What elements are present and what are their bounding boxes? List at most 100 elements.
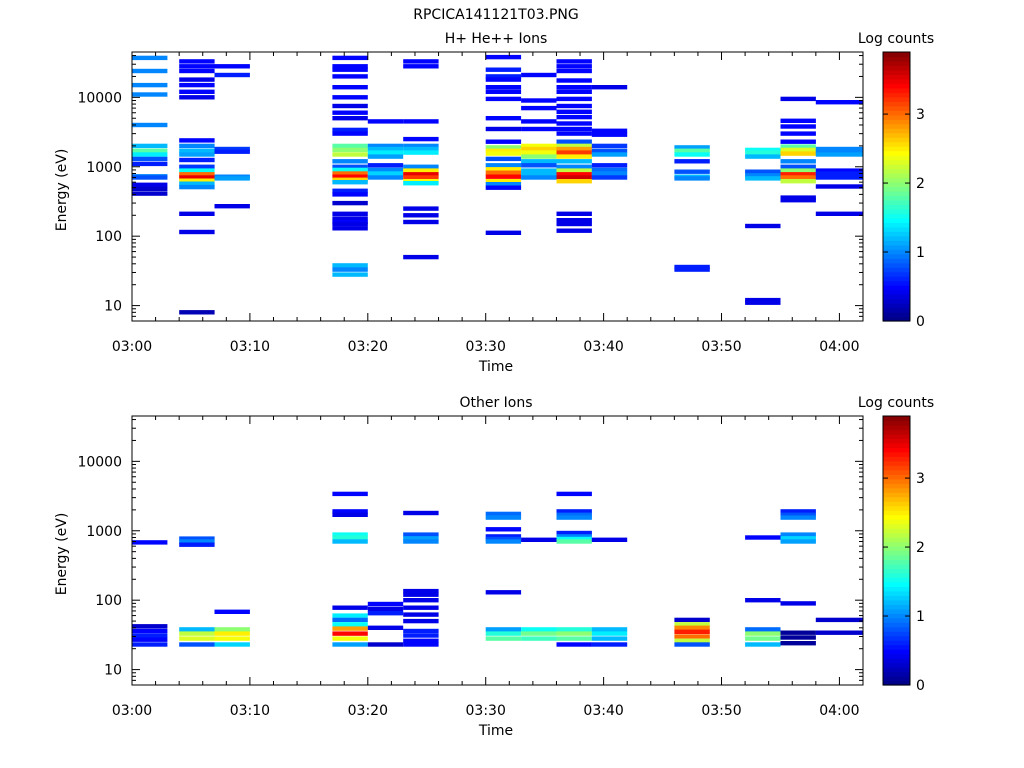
colorbar-segment [883, 114, 910, 120]
heatmap-cell [745, 223, 781, 229]
heatmap-cell [214, 64, 250, 69]
heatmap-cell [214, 609, 250, 614]
heatmap-cell [179, 95, 215, 100]
heatmap-cell [674, 629, 710, 634]
heatmap-cell [485, 77, 522, 82]
colorbar-segment [883, 456, 910, 462]
colorbar-segment [883, 510, 910, 516]
heatmap-cell [403, 633, 439, 638]
heatmap-cell [780, 96, 816, 102]
heatmap-cell [179, 77, 215, 82]
heatmap-cell [556, 126, 592, 132]
colorbar-segment [883, 240, 910, 246]
heatmap-cell [132, 156, 168, 162]
heatmap-cell [403, 219, 439, 225]
x-tick-label: 04:00 [819, 339, 859, 355]
heatmap-cell [332, 167, 368, 173]
heatmap-cell [780, 601, 816, 606]
heatmap-cell [403, 539, 439, 544]
colorbar-segment [883, 177, 910, 183]
heatmap-cell [556, 150, 592, 155]
colorbar-segment [883, 465, 910, 471]
heatmap-cell [214, 636, 250, 641]
y-tick-label: 100 [95, 593, 122, 609]
colorbar-segment [883, 595, 910, 601]
heatmap-cell [179, 536, 215, 541]
heatmap-cell [674, 159, 710, 164]
heatmap-cell [403, 181, 439, 186]
heatmap-cell [403, 254, 439, 260]
heatmap-cell [485, 174, 522, 179]
colorbar-segment [883, 155, 910, 161]
heatmap-cell [485, 148, 522, 153]
x-tick-label: 03:40 [583, 703, 623, 719]
colorbar-frame [882, 415, 911, 686]
heatmap-cell [674, 622, 710, 627]
colorbar-segment [883, 244, 910, 250]
heatmap-cell [521, 150, 557, 155]
heatmap-cell [179, 89, 215, 94]
colorbar-segment [883, 298, 910, 304]
heatmap-cell [745, 154, 781, 159]
x-tick-label: 03:00 [112, 339, 152, 355]
y-tick-label: 1000 [86, 160, 122, 176]
heatmap-cell [332, 539, 368, 544]
x-tick-label: 03:50 [701, 703, 741, 719]
heatmap-cell [556, 536, 592, 542]
figure-title: RPCICA141121T03.PNG [413, 7, 578, 23]
heatmap-cell [179, 631, 215, 636]
heatmap-cell [780, 641, 816, 646]
heatmap-cell [780, 536, 816, 541]
heatmap-cell [179, 157, 215, 163]
heatmap-cell [179, 211, 215, 216]
heatmap-cell [485, 627, 522, 632]
colorbar-frame [882, 51, 911, 322]
colorbar-segment [883, 483, 910, 489]
heatmap-cell [556, 179, 592, 184]
heatmap-cell [485, 67, 522, 72]
x-tick-label: 03:00 [112, 703, 152, 719]
heatmap-cell [403, 605, 439, 610]
heatmap-cell [780, 515, 816, 520]
heatmap-cell [332, 164, 368, 169]
heatmap-cell [591, 627, 628, 632]
heatmap-cell [179, 172, 215, 177]
x-axis-label: Time [478, 723, 513, 739]
heatmap-cell [780, 147, 816, 153]
heatmap-cell [556, 68, 592, 74]
heatmap-cell [591, 631, 628, 636]
heatmap-cell [556, 539, 592, 544]
heatmap-cell [179, 138, 215, 143]
heatmap-cell [591, 85, 628, 90]
heatmap-cell [591, 537, 628, 542]
colorbar-segment [883, 226, 910, 232]
heatmap-cell [332, 216, 368, 221]
x-tick-label: 03:30 [466, 339, 506, 355]
x-tick-label: 03:20 [348, 339, 388, 355]
heatmap-cell [332, 74, 368, 79]
colorbar-segment [883, 222, 910, 228]
colorbar-segment [883, 123, 910, 129]
heatmap-cell [403, 206, 439, 211]
heatmap-cell [403, 164, 439, 169]
heatmap-cell [403, 119, 439, 124]
heatmap-cell [815, 146, 863, 152]
heatmap-cell [403, 536, 439, 541]
heatmap-cell [556, 146, 592, 152]
heatmap-cell [332, 267, 368, 272]
colorbar-segment [883, 52, 910, 58]
colorbar-segment [883, 101, 910, 107]
heatmap-cell [367, 171, 404, 176]
heatmap-cell [403, 532, 439, 537]
heatmap-cell [674, 264, 710, 270]
heatmap-cell [780, 175, 816, 180]
heatmap-cell [745, 169, 781, 174]
heatmap-cell [485, 126, 522, 132]
heatmap-cell [485, 534, 522, 539]
heatmap-cell [332, 159, 368, 164]
colorbar-segment [883, 667, 910, 673]
colorbar-segment [883, 271, 910, 277]
heatmap-cell [179, 229, 215, 235]
heatmap-cell [485, 590, 522, 595]
